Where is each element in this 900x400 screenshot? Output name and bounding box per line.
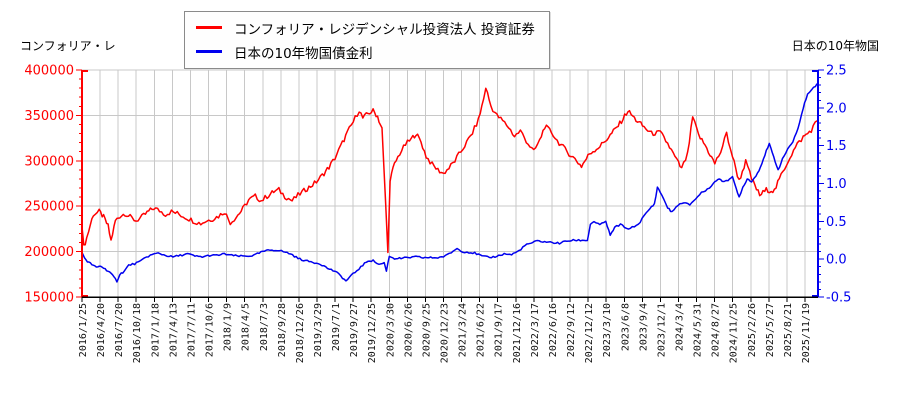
yield-line-swatch-icon (196, 50, 222, 53)
x-axis-tick-label: 2022/6/16 (548, 303, 559, 357)
left-axis-tick-label: 150000 (24, 291, 74, 306)
x-axis-tick-label: 2018/12/26 (295, 303, 306, 363)
left-axis-tick-label: 250000 (24, 200, 74, 215)
x-axis-tick-label: 2020/12/23 (440, 303, 451, 363)
right-axis-tick-label: 2.5 (826, 64, 847, 79)
x-axis-tick-label: 2024/8/27 (711, 303, 722, 357)
x-axis-tick-label: 2019/12/25 (367, 303, 378, 363)
x-axis-tick-label: 2024/3/4 (674, 303, 685, 351)
left-axis-title: コンフォリア・レ (20, 39, 116, 53)
x-axis-tick-label: 2018/9/28 (277, 303, 288, 357)
x-axis-tick-label: 2021/6/22 (476, 303, 487, 357)
legend-item-price: コンフォリア・レジデンシャル投資法人 投資証券 (196, 18, 535, 38)
x-axis-tick-label: 2021/3/24 (458, 303, 469, 357)
right-axis-tick-label: 0.0 (826, 253, 847, 268)
x-axis-tick-label: 2021/9/17 (494, 303, 505, 357)
legend-label-yield: 日本の10年物国債金利 (234, 45, 373, 62)
x-axis-tick-label: 2025/11/19 (801, 303, 812, 363)
x-axis-tick-label: 2020/9/25 (421, 303, 432, 357)
x-axis-tick-label: 2016/1/25 (78, 303, 89, 357)
x-axis-tick-label: 2024/5/31 (693, 303, 704, 357)
right-axis-title: 日本の10年物国 (791, 39, 879, 53)
x-axis-tick-label: 2019/7/1 (331, 303, 342, 351)
legend-item-yield: 日本の10年物国債金利 (196, 42, 535, 62)
right-axis-tick-label: 1.5 (826, 139, 847, 154)
left-axis-tick-label: 200000 (24, 245, 74, 260)
x-axis-tick-label: 2019/9/27 (349, 303, 360, 357)
x-axis-tick-label: 2024/11/25 (729, 303, 740, 363)
yield-line (82, 83, 818, 283)
x-axis-tick-label: 2021/12/16 (512, 303, 523, 363)
x-axis-tick-label: 2016/7/20 (114, 303, 125, 357)
x-axis-tick-label: 2018/7/3 (259, 303, 270, 351)
x-axis-tick-label: 2018/1/9 (223, 303, 234, 351)
x-axis-tick-label: 2022/12/12 (584, 303, 595, 363)
price-line (82, 87, 818, 254)
x-axis-tick-label: 2022/9/12 (566, 303, 577, 357)
x-axis-tick-label: 2017/1/18 (150, 303, 161, 357)
gridlines (82, 69, 818, 297)
axes (76, 69, 824, 302)
right-axis-tick-label: 0.5 (826, 215, 847, 230)
x-axis-tick-label: 2025/8/21 (783, 303, 794, 357)
x-axis-tick-label: 2017/7/11 (186, 303, 197, 357)
price-line-swatch-icon (196, 26, 222, 29)
x-axis-tick-label: 2020/6/26 (403, 303, 414, 357)
right-axis-tick-label: 1.0 (826, 177, 847, 192)
right-axis-tick-label: 2.0 (826, 101, 847, 116)
legend: コンフォリア・レジデンシャル投資法人 投資証券 日本の10年物国債金利 (184, 11, 550, 69)
x-axis-tick-label: 2022/3/17 (530, 303, 541, 357)
right-axis-tick-label: -0.5 (826, 291, 851, 306)
left-axis-tick-label: 350000 (24, 109, 74, 124)
x-axis-tick-label: 2016/4/20 (96, 303, 107, 357)
x-axis-tick-label: 2020/3/30 (385, 303, 396, 357)
x-axis-tick-label: 2023/3/10 (602, 303, 613, 357)
x-axis-tick-label: 2017/4/13 (168, 303, 179, 357)
x-axis-tick-label: 2023/6/8 (620, 303, 631, 351)
legend-label-price: コンフォリア・レジデンシャル投資法人 投資証券 (234, 21, 535, 38)
x-axis-tick-label: 2023/12/1 (656, 303, 667, 357)
x-axis-tick-label: 2023/9/4 (638, 303, 649, 351)
x-axis-tick-label: 2017/10/6 (205, 303, 216, 357)
x-axis-tick-label: 2025/2/26 (747, 303, 758, 357)
x-axis-tick-label: 2018/4/5 (241, 303, 252, 351)
x-axis-tick-label: 2019/3/29 (313, 303, 324, 357)
left-axis-tick-label: 300000 (24, 154, 74, 169)
x-axis-tick-label: 2025/5/27 (765, 303, 776, 357)
x-axis-tick-label: 2016/10/18 (132, 303, 143, 363)
left-axis-tick-label: 400000 (24, 64, 74, 79)
